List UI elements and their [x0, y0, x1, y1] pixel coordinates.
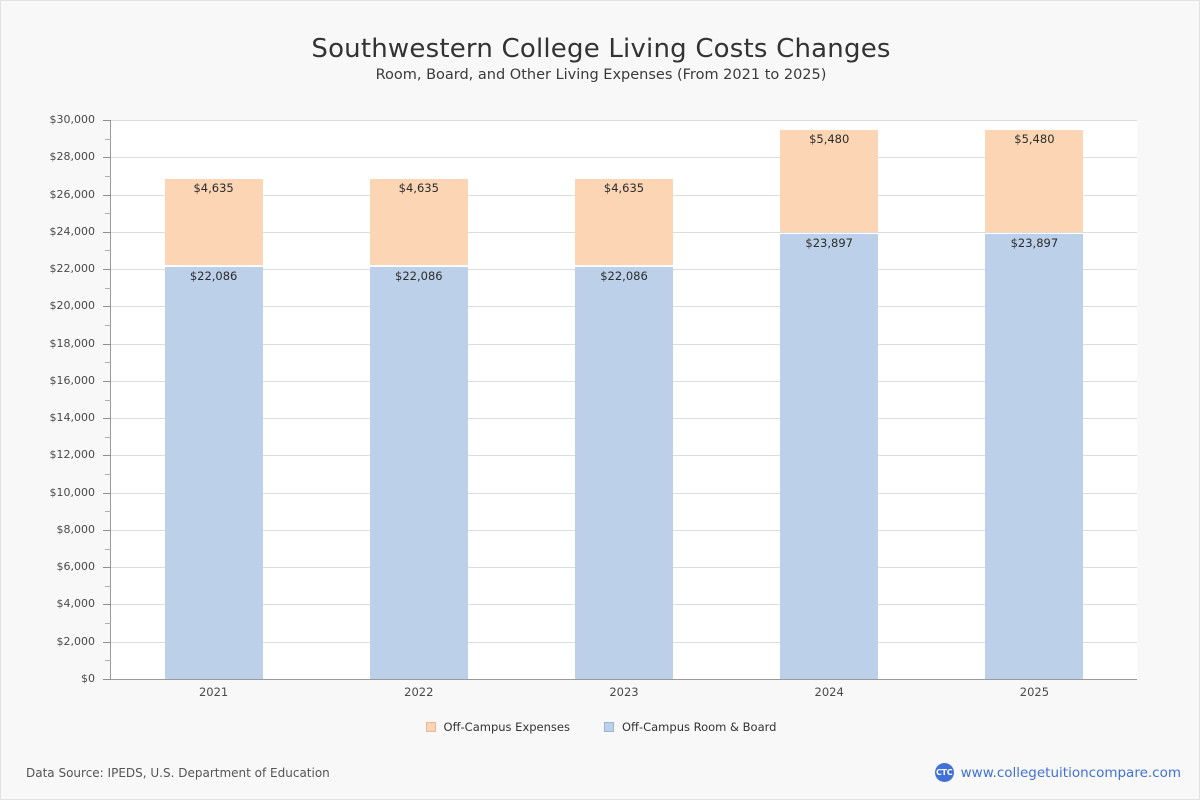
y-axis-minor-tick — [105, 324, 111, 326]
y-axis-minor-tick — [105, 511, 111, 513]
gridline — [111, 157, 1137, 159]
y-axis-tick — [103, 343, 111, 345]
legend-item[interactable]: Off-Campus Expenses — [425, 720, 570, 734]
y-axis-minor-tick — [105, 399, 111, 401]
y-axis-tick-label: $24,000 — [49, 224, 96, 238]
y-axis-tick — [103, 418, 111, 420]
legend-label: Off-Campus Room & Board — [621, 720, 777, 734]
bar-group[interactable]: $22,086 $4,635 — [369, 120, 468, 679]
bar-value-label: $22,086 — [189, 269, 238, 284]
bar-group[interactable]: $22,086 $4,635 — [164, 120, 263, 679]
legend-swatch-icon — [603, 722, 614, 732]
y-axis-tick — [103, 492, 111, 494]
y-axis-tick — [103, 194, 111, 196]
y-axis-minor-tick — [105, 660, 111, 662]
y-axis-tick-label: $20,000 — [49, 299, 96, 313]
y-axis-minor-tick — [105, 138, 111, 140]
bar-group[interactable]: $23,897 $5,480 — [780, 120, 879, 679]
page-subtitle: Room, Board, and Other Living Expenses (… — [375, 67, 827, 83]
bar-segment-expenses[interactable]: $5,480 — [985, 129, 1084, 232]
bar-value-label: $22,086 — [600, 269, 648, 284]
bar-group[interactable]: $23,897 $5,480 — [985, 120, 1084, 679]
bar-segment-expenses[interactable]: $4,635 — [164, 179, 263, 266]
legend-swatch-icon — [425, 722, 436, 732]
bar-value-label: $4,635 — [193, 181, 234, 196]
bar-value-label: $4,635 — [603, 181, 645, 196]
y-axis-minor-tick — [105, 250, 111, 252]
y-axis-tick — [103, 380, 111, 382]
y-axis-tick — [103, 306, 111, 308]
y-axis-tick-label: $6,000 — [56, 560, 96, 574]
y-axis-tick — [103, 120, 111, 121]
y-axis-tick — [103, 157, 111, 159]
x-axis-tick-label: 2025 — [1019, 685, 1050, 699]
bar-segment-expenses[interactable]: $4,635 — [369, 179, 468, 266]
y-axis-tick-label: $0 — [81, 672, 95, 685]
y-axis-tick — [103, 567, 111, 569]
bar-segment-expenses[interactable]: $4,635 — [575, 179, 673, 266]
y-axis-tick — [103, 641, 111, 643]
x-axis-tick-label: 2022 — [404, 685, 434, 699]
y-axis-tick-label: $16,000 — [49, 373, 96, 387]
brand-url-label: www.collegetuitioncompare.com — [960, 764, 1181, 781]
x-axis-tick-label: 2024 — [814, 685, 844, 699]
y-axis-tick-label: $12,000 — [49, 448, 96, 462]
gridline — [111, 120, 1137, 121]
y-axis-tick — [103, 455, 111, 457]
y-axis-minor-tick — [105, 175, 111, 177]
y-axis-minor-tick — [105, 474, 111, 476]
page-title: Southwestern College Living Costs Change… — [311, 34, 891, 64]
y-axis-tick-label: $30,000 — [49, 113, 96, 126]
bar-segment-room-board[interactable]: $22,086 — [575, 267, 673, 679]
brand-link[interactable]: CTC www.collegetuitioncompare.com — [934, 763, 1181, 782]
legend-item[interactable]: Off-Campus Room & Board — [603, 720, 777, 734]
bar-segment-room-board[interactable]: $23,897 — [780, 233, 879, 679]
y-axis-tick — [103, 231, 111, 233]
bar-segment-room-board[interactable]: $23,897 — [985, 233, 1084, 679]
ctc-logo-icon: CTC — [934, 763, 954, 782]
y-axis-tick — [103, 604, 111, 606]
bar-value-label: $23,897 — [805, 235, 853, 250]
y-axis-tick-label: $14,000 — [49, 411, 96, 425]
y-axis-minor-tick — [105, 623, 111, 625]
plot-area: $22,086 $4,635 $22,086 $4,635 $22,086 $4,635 $… — [111, 120, 1137, 679]
y-axis-minor-tick — [105, 585, 111, 587]
y-axis-minor-tick — [105, 548, 111, 550]
bar-value-label: $23,897 — [1010, 235, 1059, 250]
y-axis-tick-label: $18,000 — [49, 336, 96, 350]
bar-value-label: $5,480 — [1014, 131, 1055, 146]
bar-segment-expenses[interactable]: $5,480 — [780, 129, 879, 232]
bar-group[interactable]: $22,086 $4,635 — [575, 120, 673, 679]
bar-segment-room-board[interactable]: $22,086 — [164, 267, 263, 679]
y-axis-minor-tick — [105, 213, 111, 215]
bar-value-label: $5,480 — [809, 131, 850, 146]
y-axis-minor-tick — [105, 287, 111, 289]
y-axis-tick-label: $28,000 — [49, 150, 96, 164]
data-source-note: Data Source: IPEDS, U.S. Department of E… — [26, 766, 330, 780]
bar-value-label: $22,086 — [395, 269, 443, 284]
y-axis-tick — [103, 529, 111, 531]
y-axis-tick-label: $2,000 — [56, 634, 96, 648]
bar-value-label: $4,635 — [398, 181, 439, 196]
x-axis-tick-label: 2023 — [609, 685, 639, 699]
bar-segment-room-board[interactable]: $22,086 — [369, 267, 468, 679]
y-axis-tick — [103, 269, 111, 271]
chart-legend: Off-Campus Expenses Off-Campus Room & Boa… — [1, 720, 1200, 734]
x-axis-line — [110, 679, 1137, 680]
y-axis-tick-label: $26,000 — [49, 187, 96, 201]
y-axis-minor-tick — [105, 436, 111, 438]
y-axis-tick-label: $8,000 — [56, 522, 96, 536]
y-axis-minor-tick — [105, 362, 111, 364]
y-axis-tick-label: $22,000 — [49, 262, 96, 276]
legend-label: Off-Campus Expenses — [443, 720, 570, 734]
y-axis-tick-label: $4,000 — [56, 597, 96, 611]
y-axis-tick — [103, 679, 111, 680]
x-axis-tick-label: 2021 — [198, 685, 229, 699]
y-axis-tick-label: $10,000 — [49, 485, 96, 499]
